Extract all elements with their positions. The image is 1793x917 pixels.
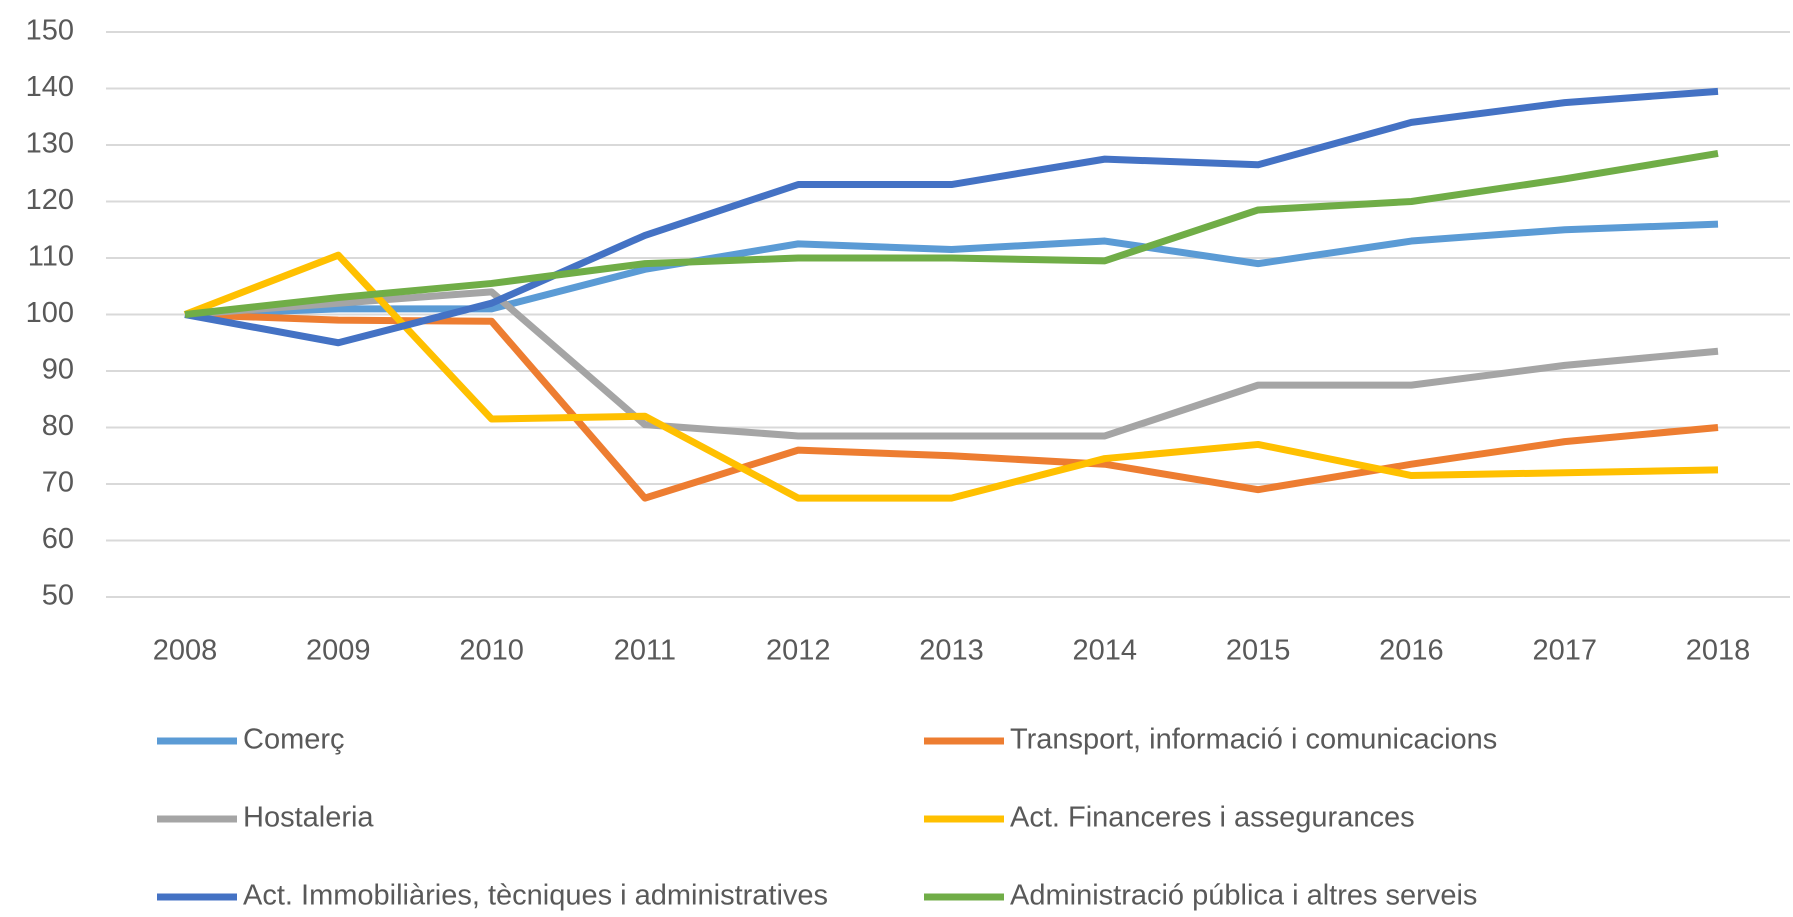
x-tick-label: 2018 <box>1686 635 1751 667</box>
y-tick-label: 120 <box>26 184 74 216</box>
y-tick-label: 60 <box>42 523 74 555</box>
legend-label: Act. Financeres i assegurances <box>1010 802 1415 834</box>
y-tick-label: 110 <box>28 241 74 273</box>
y-tick-label: 70 <box>42 467 74 499</box>
y-tick-label: 130 <box>26 128 74 160</box>
x-tick-label: 2015 <box>1226 635 1291 667</box>
x-tick-label: 2016 <box>1379 635 1444 667</box>
legend-label: Act. Immobiliàries, tècniques i administ… <box>243 880 828 912</box>
series-line <box>184 288 1719 440</box>
series-line <box>184 150 1719 318</box>
legend-label: Transport, informació i comunicacions <box>1010 724 1497 756</box>
x-tick-label: 2011 <box>614 635 676 667</box>
legend-label: Comerç <box>243 724 345 756</box>
series-line <box>184 87 1719 347</box>
x-tick-label: 2013 <box>919 635 984 667</box>
series-line <box>184 311 1719 502</box>
x-tick-label: 2017 <box>1532 635 1597 667</box>
y-tick-label: 90 <box>42 354 74 386</box>
series-line <box>184 220 1719 318</box>
x-tick-label: 2012 <box>766 635 831 667</box>
y-tick-label: 100 <box>26 297 74 329</box>
y-tick-label: 150 <box>26 15 74 47</box>
legend-label: Administració pública i altres serveis <box>1010 880 1477 912</box>
series-line <box>183 251 1719 502</box>
x-tick-label: 2009 <box>306 635 371 667</box>
x-tick-label: 2014 <box>1073 635 1138 667</box>
x-tick-label: 2008 <box>153 635 218 667</box>
y-tick-label: 140 <box>26 71 74 103</box>
y-tick-label: 80 <box>42 410 74 442</box>
y-tick-label: 50 <box>42 580 74 612</box>
x-tick-label: 2010 <box>459 635 524 667</box>
legend-label: Hostaleria <box>243 802 374 834</box>
